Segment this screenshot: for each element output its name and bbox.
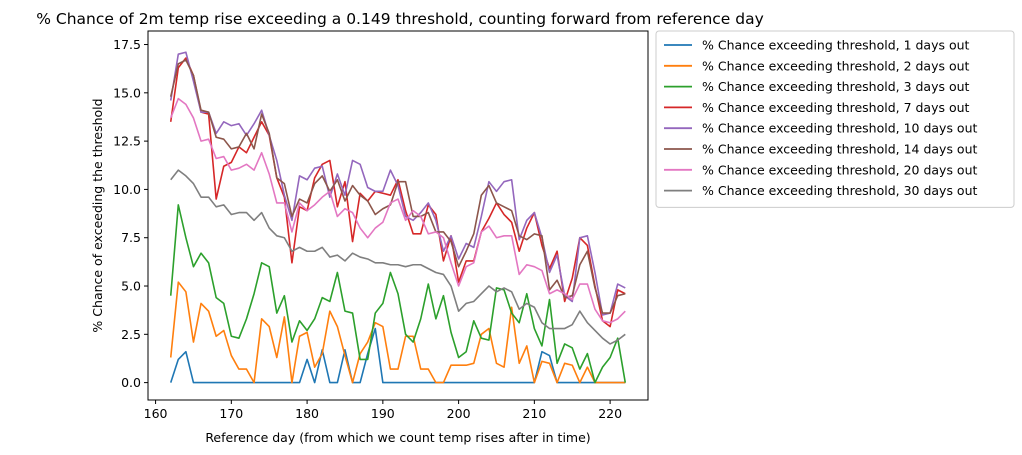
legend: % Chance exceeding threshold, 1 days out… [655, 30, 1015, 208]
legend-entry: % Chance exceeding threshold, 30 days ou… [702, 183, 978, 198]
x-axis: 160 170 180 190 200 210 220 [144, 400, 622, 421]
legend-entry: % Chance exceeding threshold, 1 days out [702, 38, 970, 53]
legend-entry: % Chance exceeding threshold, 7 days out [702, 100, 970, 115]
axes-frame [147, 30, 649, 401]
x-tick-label: 180 [295, 406, 319, 421]
y-tick-label: 2.5 [121, 327, 141, 342]
x-tick-label: 160 [144, 406, 168, 421]
y-tick-label: 10.0 [113, 182, 141, 197]
series-line-2 [169, 281, 626, 384]
plot-area [169, 51, 627, 384]
y-tick-label: 17.5 [113, 37, 141, 52]
y-tick-label: 5.0 [121, 279, 141, 294]
x-tick-label: 200 [447, 406, 471, 421]
x-tick-label: 190 [371, 406, 395, 421]
legend-entry: % Chance exceeding threshold, 10 days ou… [702, 121, 978, 136]
x-tick-label: 170 [219, 406, 243, 421]
y-axis-label: % Chance of exceeding the threshold [90, 98, 105, 332]
x-tick-label: 210 [522, 406, 546, 421]
chart-title: % Chance of 2m temp rise exceeding a 0.1… [36, 10, 764, 28]
legend-entry: % Chance exceeding threshold, 20 days ou… [702, 162, 978, 177]
series-line-1 [169, 327, 626, 384]
y-tick-label: 15.0 [113, 85, 141, 100]
legend-entry: % Chance exceeding threshold, 14 days ou… [702, 142, 978, 157]
series-line-8 [170, 169, 626, 345]
y-tick-label: 7.5 [121, 230, 141, 245]
series-line-3 [169, 204, 627, 384]
legend-box [655, 30, 1015, 208]
legend-entry: % Chance exceeding threshold, 2 days out [702, 58, 970, 73]
series-line-4 [169, 57, 626, 328]
legend-entry: % Chance exceeding threshold, 3 days out [702, 79, 970, 94]
x-tick-label: 220 [598, 406, 622, 421]
x-axis-label: Reference day (from which we count temp … [205, 430, 590, 445]
series-line-5 [169, 51, 626, 316]
series-line-7 [169, 97, 626, 324]
series-line-6 [169, 59, 626, 314]
y-tick-label: 12.5 [113, 134, 141, 149]
y-axis: 0.0 2.5 5.0 7.5 10.0 12.5 15.0 17.5 [113, 37, 148, 390]
y-tick-label: 0.0 [121, 375, 141, 390]
